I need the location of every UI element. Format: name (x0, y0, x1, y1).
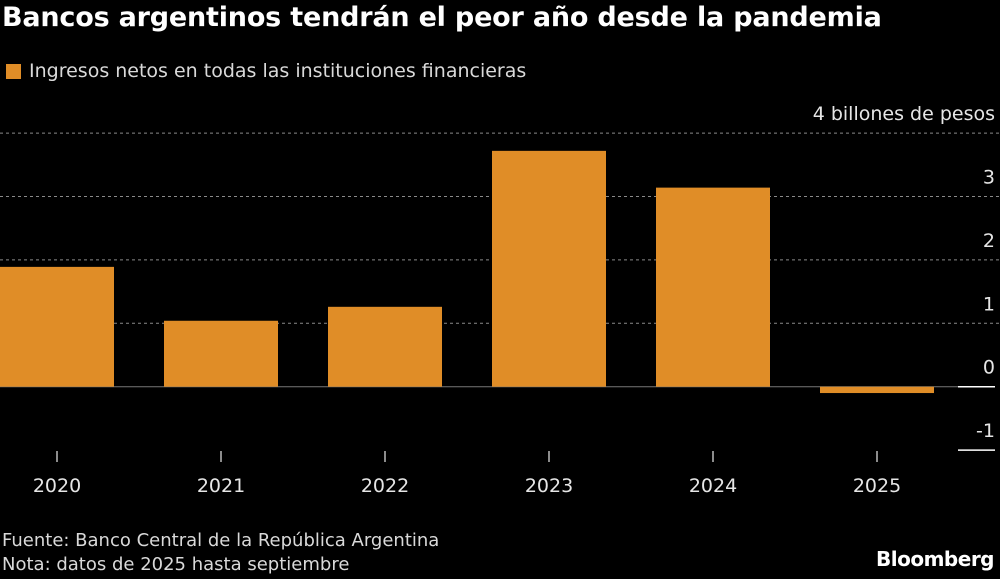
y-tick-label: 2 (983, 230, 995, 252)
x-tick-label: 2025 (853, 475, 901, 497)
bar-2025 (820, 386, 934, 394)
x-tick-label: 2024 (689, 475, 737, 497)
y-tick-label: 1 (983, 293, 995, 315)
data-note: Nota: datos de 2025 hasta septiembre (2, 554, 350, 575)
x-tick-label: 2020 (33, 475, 81, 497)
bar-2024 (656, 187, 770, 387)
source-note: Fuente: Banco Central de la República Ar… (2, 530, 440, 551)
bar-2023 (492, 150, 606, 387)
bar-2020 (0, 266, 114, 387)
bar-2021 (164, 320, 278, 387)
y-tick-label: 4 billones de pesos (813, 103, 995, 125)
x-tick-label: 2022 (361, 475, 409, 497)
y-tick-label: -1 (976, 420, 995, 442)
legend-swatch (6, 63, 21, 79)
y-tick-label: 3 (983, 167, 995, 189)
x-tick-label: 2023 (525, 475, 573, 497)
legend-label: Ingresos netos en todas las institucione… (29, 60, 527, 82)
bloomberg-logo: Bloomberg (876, 547, 994, 571)
bar-2022 (328, 306, 442, 387)
y-tick-label: 0 (983, 357, 995, 379)
chart-title: Bancos argentinos tendrán el peor año de… (2, 2, 882, 33)
x-tick-label: 2021 (197, 475, 245, 497)
legend: Ingresos netos en todas las institucione… (6, 60, 526, 82)
